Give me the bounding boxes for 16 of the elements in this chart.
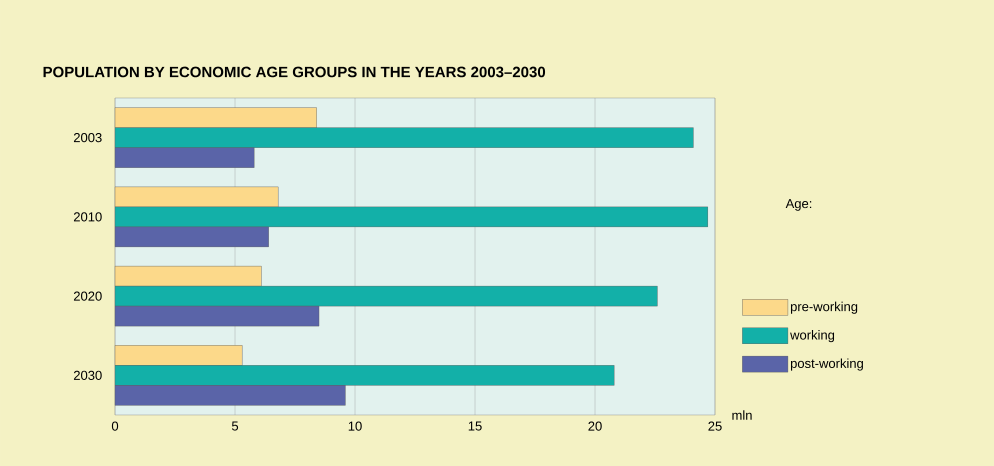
x-tick-label: 15	[468, 422, 482, 431]
y-tick-label: 2030	[74, 370, 102, 380]
x-tick-label: 5	[232, 422, 238, 431]
y-tick-label: 2010	[74, 212, 102, 222]
x-axis-title: mln	[732, 410, 752, 420]
legend-label: working	[790, 330, 834, 342]
x-tick-label: 0	[112, 422, 118, 431]
chart-title: POPULATION BY ECONOMIC AGE GROUPS IN THE YEARS 2003–2030	[44, 66, 546, 78]
x-tick-label: 25	[708, 422, 722, 431]
x-tick-label: 20	[588, 422, 602, 431]
legend-label: post-working	[790, 358, 863, 371]
legend-title: Age:	[786, 199, 812, 211]
legend-label: pre-working	[790, 302, 858, 314]
y-tick-label: 2020	[74, 292, 102, 301]
y-tick-label: 2003	[74, 133, 102, 142]
x-tick-label: 10	[348, 422, 362, 431]
